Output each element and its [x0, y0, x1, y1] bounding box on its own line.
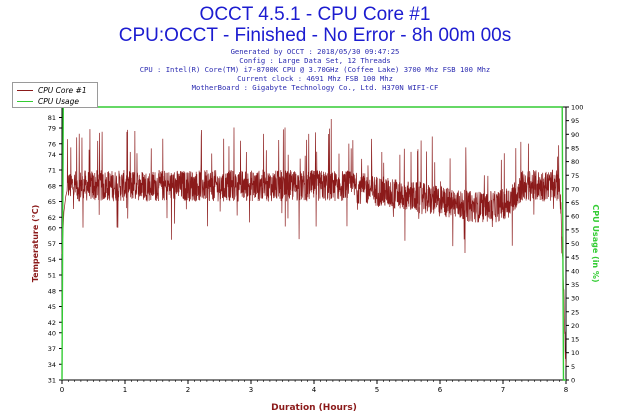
y2-tick-label: 60: [571, 213, 579, 221]
y-tick-label: 79: [48, 125, 56, 133]
y2-tick-label: 45: [571, 254, 579, 262]
x-tick-label: 6: [438, 386, 443, 394]
y2-tick-label: 35: [571, 281, 579, 289]
y2-tick-label: 5: [571, 363, 575, 371]
y-tick-label: 45: [48, 303, 56, 311]
legend: CPU Core #1 CPU Usage: [12, 82, 98, 108]
y-tick-label: 42: [48, 319, 56, 327]
legend-swatch-core: [17, 89, 33, 91]
y2-tick-label: 0: [571, 377, 575, 385]
x-tick-label: 1: [123, 386, 127, 394]
y-tick-label: 81: [48, 114, 56, 122]
y2-tick-label: 55: [571, 226, 579, 234]
chart-subtitle: CPU:OCCT - Finished - No Error - 8h 00m …: [118, 25, 512, 46]
y2-axis-label: CPU Usage (in %): [591, 204, 600, 282]
y2-tick-label: 80: [571, 158, 579, 166]
info-cpu: CPU : Intel(R) Core(TM) i7-8700K CPU @ 3…: [139, 65, 491, 74]
y-tick-label: 74: [48, 151, 56, 159]
y2-tick-label: 20: [571, 322, 579, 330]
y2-tick-label: 10: [571, 349, 579, 357]
plot-frame: [61, 106, 567, 381]
y-tick-label: 48: [48, 287, 56, 295]
y-tick-label: 57: [48, 240, 56, 248]
info-generated: Generated by OCCT : 2018/05/30 09:47:25: [230, 47, 400, 56]
y2-tick-label: 30: [571, 295, 579, 303]
info-motherboard: MotherBoard : Gigabyte Technology Co., L…: [191, 83, 439, 92]
y2-tick-label: 75: [571, 172, 579, 180]
y2-tick-label: 90: [571, 131, 579, 139]
info-clock: Current clock : 4691 Mhz FSB 100 Mhz: [237, 74, 393, 83]
series-cpu-usage-line: [61, 106, 566, 381]
x-tick-label: 5: [375, 386, 379, 394]
y-tick-label: 71: [48, 167, 56, 175]
x-tick-label: 8: [564, 386, 568, 394]
y-tick-label: 40: [48, 329, 56, 337]
y2-tick-label: 100: [571, 104, 583, 112]
y-tick-label: 76: [48, 140, 56, 148]
y2-tick-label: 70: [571, 185, 579, 193]
legend-swatch-usage: [17, 100, 33, 102]
y2-tick-label: 85: [571, 144, 579, 152]
y-tick-label: 60: [48, 224, 56, 232]
x-tick-label: 2: [186, 386, 190, 394]
legend-label-core: CPU Core #1: [38, 85, 87, 95]
y-tick-label: 51: [48, 272, 56, 280]
y2-tick-label: 25: [571, 308, 579, 316]
y-tick-label: 68: [48, 182, 56, 190]
y2-tick-label: 95: [571, 117, 579, 125]
y-tick-label: 34: [48, 361, 56, 369]
info-config: Config : Large Data Set, 12 Threads: [239, 56, 391, 65]
y-tick-label: 37: [48, 345, 56, 353]
series-cpu-core-line: [61, 118, 567, 366]
y2-tick-label: 50: [571, 240, 579, 248]
x-tick-label: 3: [249, 386, 253, 394]
x-tick-label: 0: [60, 386, 64, 394]
y-tick-label: 62: [48, 214, 56, 222]
y-tick-label: 54: [48, 256, 56, 264]
x-tick-label: 7: [501, 386, 505, 394]
x-axis-label: Duration (Hours): [271, 403, 357, 413]
y-tick-label: 65: [48, 198, 56, 206]
legend-label-usage: CPU Usage: [38, 96, 80, 106]
legend-item-core: CPU Core #1: [17, 85, 87, 95]
y2-tick-label: 40: [571, 267, 579, 275]
y-axis-label: Temperature (°C): [31, 205, 40, 283]
legend-item-usage: CPU Usage: [17, 96, 79, 106]
y2-tick-label: 15: [571, 336, 579, 344]
chart-title: OCCT 4.5.1 - CPU Core #1: [199, 4, 431, 25]
y2-tick-label: 65: [571, 199, 579, 207]
x-tick-label: 4: [312, 386, 317, 394]
y-tick-label: 31: [48, 377, 56, 385]
